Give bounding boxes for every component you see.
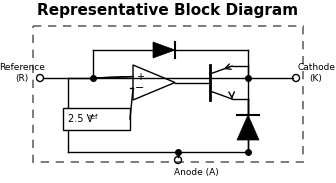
Polygon shape — [237, 115, 259, 140]
Text: Cathode
(K): Cathode (K) — [297, 63, 335, 83]
Text: ref: ref — [88, 114, 97, 120]
Text: 2.5 V: 2.5 V — [68, 114, 93, 124]
Polygon shape — [153, 42, 175, 58]
Bar — [63, 108, 130, 130]
Text: Reference
(R): Reference (R) — [0, 63, 45, 83]
Text: Representative Block Diagram: Representative Block Diagram — [37, 3, 299, 18]
Text: +: + — [136, 72, 144, 82]
Text: −: − — [135, 83, 145, 94]
Text: Anode (A): Anode (A) — [174, 167, 218, 176]
Bar — [33, 26, 303, 162]
